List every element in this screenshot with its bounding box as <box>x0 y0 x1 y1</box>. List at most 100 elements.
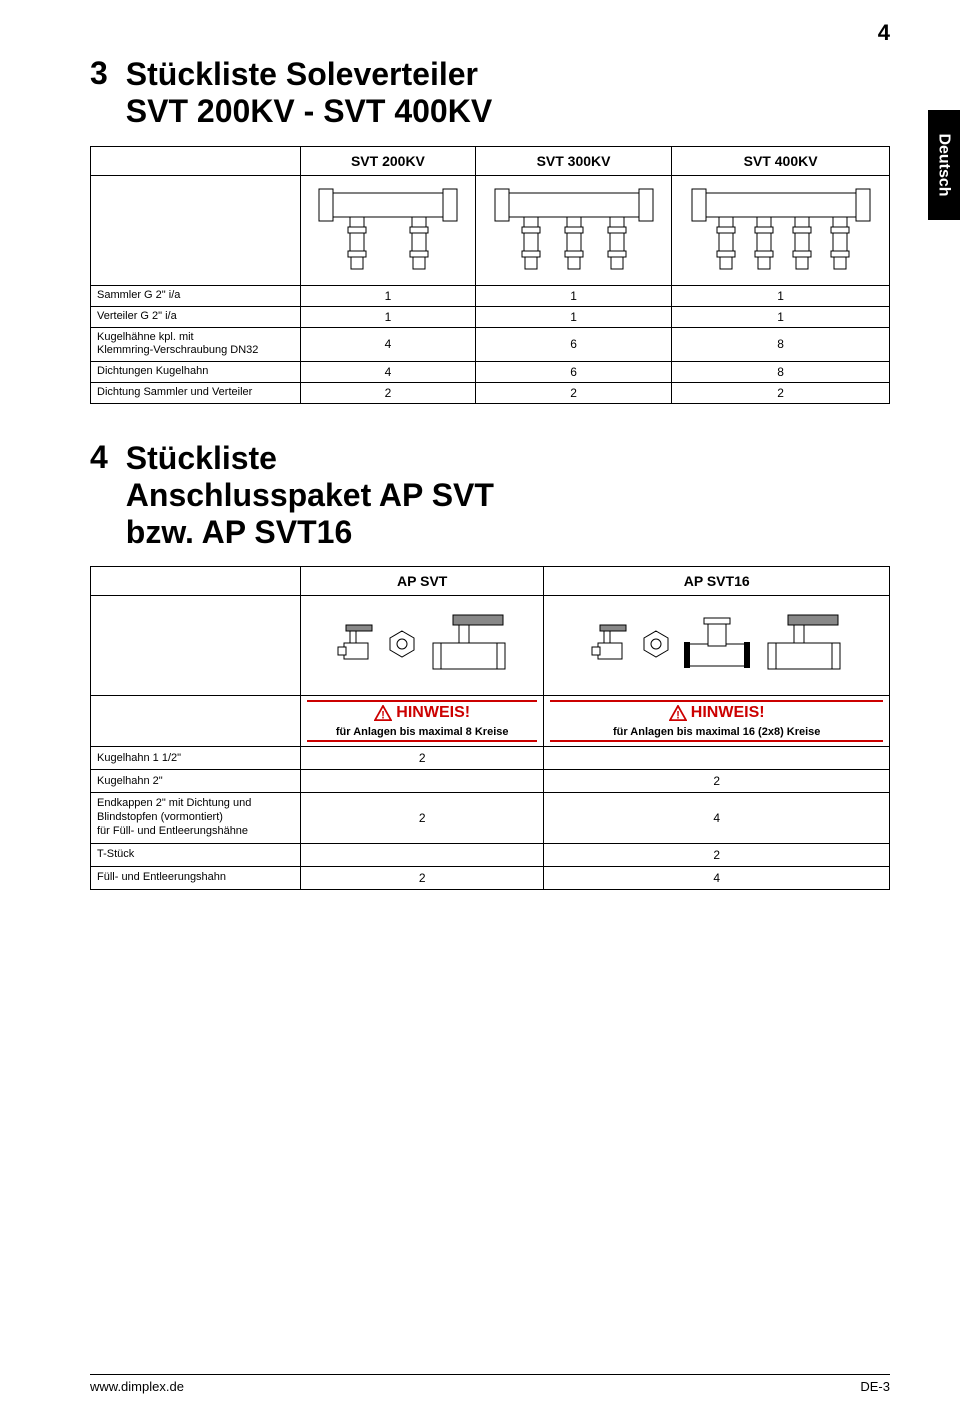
table-header-row: AP SVT AP SVT16 <box>91 567 890 596</box>
hinweis-left-cell: ! HINWEIS! für Anlagen bis maximal 8 Kre… <box>301 696 544 747</box>
section-3-title-line2: SVT 200KV - SVT 400KV <box>126 93 492 129</box>
hinweis-row: ! HINWEIS! für Anlagen bis maximal 8 Kre… <box>91 696 890 747</box>
cell: 4 <box>544 866 890 889</box>
header-empty <box>91 567 301 596</box>
footer-url: www.dimplex.de <box>90 1379 184 1394</box>
cell: 1 <box>672 285 890 306</box>
manifold-200-icon <box>313 185 463 275</box>
section-4-number: 4 <box>90 440 108 475</box>
table-row: Dichtungen Kugelhahn 4 6 8 <box>91 362 890 383</box>
hinweis-text: HINWEIS! <box>396 704 470 722</box>
cell: 6 <box>475 327 671 362</box>
apsvt-image-cell <box>301 596 544 696</box>
cell: 8 <box>672 327 890 362</box>
warning-triangle-icon: ! <box>374 705 392 721</box>
cell: 2 <box>301 793 544 843</box>
table-image-row <box>91 596 890 696</box>
cell: 4 <box>301 327 476 362</box>
cell: 2 <box>544 843 890 866</box>
table-row: Endkappen 2" mit Dichtung und Blindstopf… <box>91 793 890 843</box>
small-valve-icon <box>336 619 376 672</box>
hinweis-sub-left: für Anlagen bis maximal 8 Kreise <box>311 726 533 738</box>
manifold-400-icon <box>686 185 876 275</box>
parts-table-2: AP SVT AP SVT16 <box>90 566 890 889</box>
cell: 2 <box>544 770 890 793</box>
cell: 1 <box>475 285 671 306</box>
cell: 1 <box>672 306 890 327</box>
hinweis-empty-cell <box>91 696 301 747</box>
parts-table-1: SVT 200KV SVT 300KV SVT 400KV <box>90 146 890 405</box>
section-3-number: 3 <box>90 56 108 91</box>
footer-page: DE-3 <box>860 1379 890 1394</box>
section-4-title: Stückliste Anschlusspaket AP SVT bzw. AP… <box>126 440 494 550</box>
nut-icon <box>641 629 671 662</box>
small-valve-icon <box>590 619 630 672</box>
row-label: Füll- und Entleerungshahn <box>91 866 301 889</box>
cell: 6 <box>475 362 671 383</box>
row-label: Kugelhahn 1 1/2" <box>91 747 301 770</box>
nut-icon <box>387 629 417 662</box>
manifold-300-icon <box>489 185 659 275</box>
cell: 1 <box>301 285 476 306</box>
row-label: Dichtung Sammler und Verteiler <box>91 383 301 404</box>
cell: 2 <box>475 383 671 404</box>
row-label: Kugelhähne kpl. mit Klemmring-Verschraub… <box>91 327 301 362</box>
manifold-200-cell <box>301 175 476 285</box>
section-4-title-line2: Anschlusspaket AP SVT <box>126 477 494 513</box>
row-label: Verteiler G 2" i/a <box>91 306 301 327</box>
table-row: T-Stück 2 <box>91 843 890 866</box>
header-svt400: SVT 400KV <box>672 146 890 175</box>
header-svt200: SVT 200KV <box>301 146 476 175</box>
svg-text:!: ! <box>382 710 386 722</box>
hinweis-text: HINWEIS! <box>691 704 765 722</box>
row-label: Sammler G 2" i/a <box>91 285 301 306</box>
table-row: Kugelhähne kpl. mit Klemmring-Verschraub… <box>91 327 890 362</box>
hinweis-label-right: ! HINWEIS! <box>669 704 765 722</box>
row-label: Kugelhahn 2" <box>91 770 301 793</box>
section-4-title-line3: bzw. AP SVT16 <box>126 514 352 550</box>
header-apsvt16: AP SVT16 <box>544 567 890 596</box>
cell: 2 <box>301 747 544 770</box>
big-valve-icon <box>429 609 509 682</box>
section-4-title-line1: Stückliste <box>126 440 277 476</box>
row-label: Dichtungen Kugelhahn <box>91 362 301 383</box>
cell: 2 <box>672 383 890 404</box>
cell <box>301 770 544 793</box>
cell: 1 <box>475 306 671 327</box>
header-svt300: SVT 300KV <box>475 146 671 175</box>
manifold-300-cell <box>475 175 671 285</box>
apsvt16-image-cell <box>544 596 890 696</box>
cell: 4 <box>301 362 476 383</box>
row-label: Endkappen 2" mit Dichtung und Blindstopf… <box>91 793 301 843</box>
cell: 2 <box>301 383 476 404</box>
big-valve-icon <box>764 609 844 682</box>
cell: 4 <box>544 793 890 843</box>
table-row: Verteiler G 2" i/a 1 1 1 <box>91 306 890 327</box>
cell: 2 <box>301 866 544 889</box>
section-3-title: Stückliste Soleverteiler SVT 200KV - SVT… <box>126 56 492 130</box>
table-row: Sammler G 2" i/a 1 1 1 <box>91 285 890 306</box>
page: 4 Deutsch 3 Stückliste Soleverteiler SVT… <box>0 0 960 1418</box>
header-empty <box>91 146 301 175</box>
warning-triangle-icon: ! <box>669 705 687 721</box>
cell <box>544 747 890 770</box>
header-apsvt: AP SVT <box>301 567 544 596</box>
hinweis-sub-right: für Anlagen bis maximal 16 (2x8) Kreise <box>554 726 879 738</box>
table-row: Kugelhahn 2" 2 <box>91 770 890 793</box>
cell <box>301 843 544 866</box>
section-4-heading: 4 Stückliste Anschlusspaket AP SVT bzw. … <box>90 440 890 550</box>
section-3-heading: 3 Stückliste Soleverteiler SVT 200KV - S… <box>90 56 890 130</box>
table-header-row: SVT 200KV SVT 300KV SVT 400KV <box>91 146 890 175</box>
table-image-row <box>91 175 890 285</box>
page-footer: www.dimplex.de DE-3 <box>90 1374 890 1394</box>
image-empty-cell <box>91 596 301 696</box>
hinweis-right-cell: ! HINWEIS! für Anlagen bis maximal 16 (2… <box>544 696 890 747</box>
table-row: Dichtung Sammler und Verteiler 2 2 2 <box>91 383 890 404</box>
svg-text:!: ! <box>676 710 680 722</box>
row-label: T-Stück <box>91 843 301 866</box>
tee-fitting-icon <box>682 614 752 677</box>
cell: 1 <box>301 306 476 327</box>
image-empty-cell <box>91 175 301 285</box>
language-tab: Deutsch <box>928 110 960 220</box>
page-number-top: 4 <box>878 20 890 46</box>
